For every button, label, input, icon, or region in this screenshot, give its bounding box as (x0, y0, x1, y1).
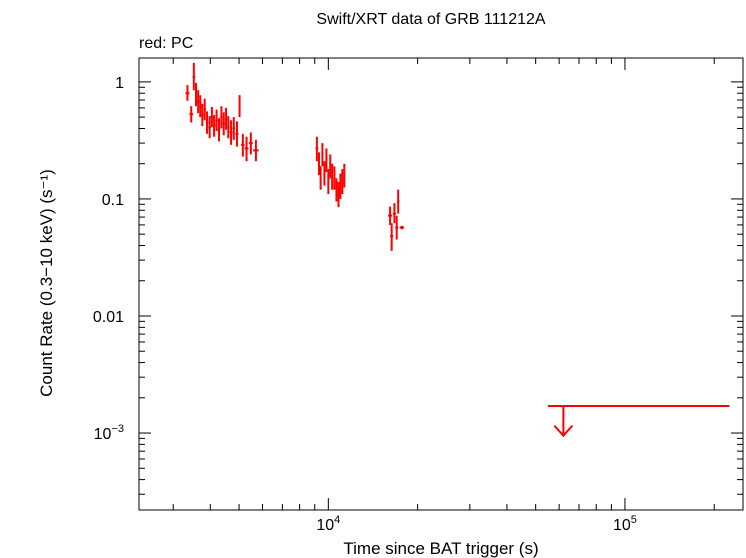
data-point (321, 143, 324, 167)
upper-limit (547, 405, 730, 438)
data-point (197, 90, 200, 114)
chart-title: Swift/XRT data of GRB 111212A (316, 11, 545, 28)
data-point (238, 95, 241, 118)
x-tick-label: 104 (316, 514, 340, 534)
data-point (329, 154, 332, 179)
data-point (390, 223, 394, 251)
data-point (222, 112, 225, 136)
data-point (388, 206, 393, 225)
data-points (185, 63, 405, 251)
data-point (203, 98, 207, 121)
data-point (217, 118, 221, 142)
data-point (241, 133, 245, 157)
data-point (244, 136, 249, 162)
data-point (210, 107, 214, 128)
data-point (248, 132, 253, 155)
data-point (229, 120, 233, 145)
data-point (397, 189, 400, 214)
y-axis-label: Count Rate (0.3−10 keV) (s⁻¹) (37, 169, 56, 397)
data-point (323, 161, 326, 186)
data-point (319, 166, 322, 190)
data-point (327, 169, 330, 195)
data-point (335, 178, 338, 202)
data-point (213, 115, 216, 137)
data-point (192, 63, 196, 91)
data-point (337, 181, 340, 208)
axis-ticks (139, 58, 743, 510)
data-point (315, 136, 319, 162)
data-point (235, 121, 239, 147)
data-point (341, 169, 344, 195)
data-point (224, 107, 228, 130)
data-point (325, 148, 328, 172)
y-tick-label: 0.1 (102, 192, 124, 209)
upper-limit-arrowhead (553, 424, 574, 438)
data-point (395, 215, 399, 240)
x-tick-label: 105 (613, 514, 637, 534)
axis-tick-labels: 104 105 1 0.1 0.01 10−3 (93, 75, 637, 534)
data-point (199, 95, 202, 118)
data-point (206, 111, 209, 134)
data-point (227, 116, 230, 139)
data-point (317, 152, 320, 176)
y-tick-label: 0.01 (93, 309, 124, 326)
data-point (339, 173, 342, 199)
data-point (189, 106, 194, 123)
data-point (333, 166, 336, 190)
data-point (185, 85, 190, 101)
data-point (208, 116, 211, 139)
data-point (201, 103, 204, 126)
chart-subtitle: red: PC (139, 35, 193, 52)
data-point (215, 109, 218, 132)
data-point (220, 106, 223, 129)
data-point (399, 225, 405, 230)
data-point (392, 203, 396, 224)
x-axis-label: Time since BAT trigger (s) (343, 539, 538, 558)
data-point (343, 163, 346, 188)
data-point (253, 139, 259, 162)
plot-frame (138, 57, 744, 511)
data-point (232, 117, 236, 140)
y-tick-label: 1 (115, 75, 124, 92)
data-point (331, 163, 334, 190)
data-point (194, 82, 198, 107)
y-tick-label: 10−3 (94, 423, 124, 443)
